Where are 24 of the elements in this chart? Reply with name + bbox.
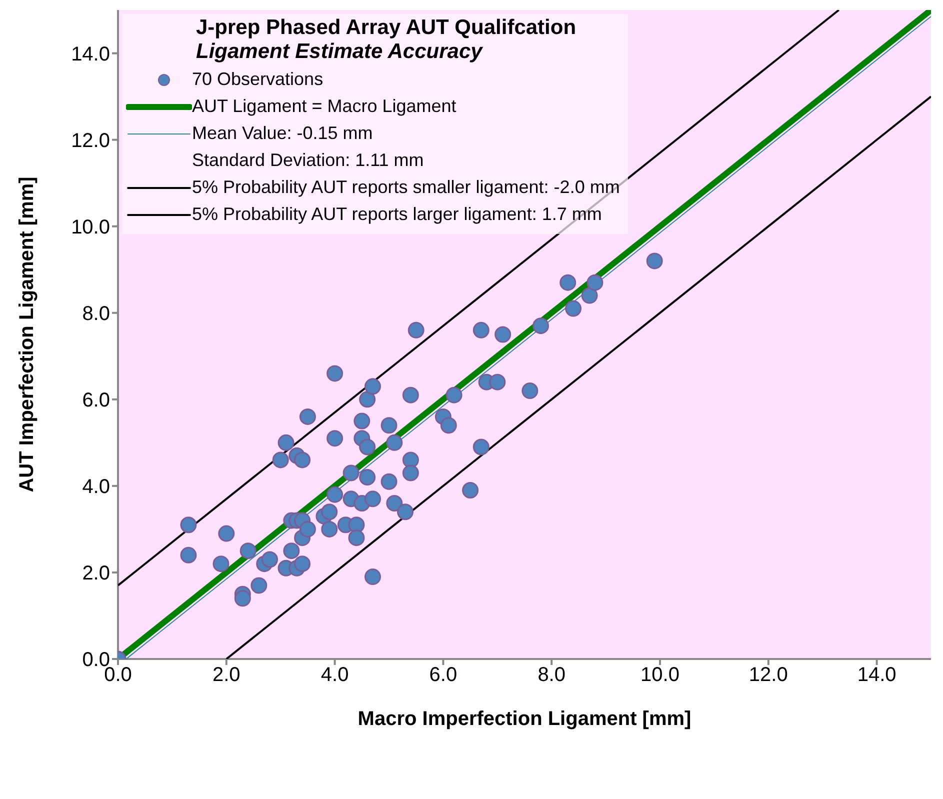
x-tick-label: 6.0 xyxy=(429,664,458,686)
y-tick-label: 6.0 xyxy=(82,390,110,412)
x-tick-label: 14.0 xyxy=(857,664,896,686)
y-tick-label: 12.0 xyxy=(71,130,110,152)
y-tick-label: 8.0 xyxy=(82,302,110,325)
legend-label: 5% Probability AUT reports smaller ligament: -2.0 mm xyxy=(192,177,620,198)
x-tick-label: 4.0 xyxy=(320,664,349,686)
y-tick-label: 2.0 xyxy=(82,562,110,585)
text: Ligament Estimate Accuracy xyxy=(196,40,484,64)
chart-title: J-prep Phased Array AUT Qualifcation xyxy=(196,16,578,40)
legend-label: Mean Value: -0.15 mm xyxy=(192,123,373,144)
y-axis-title: AUT Imperfection Ligament [mm] xyxy=(16,176,38,492)
y-tick-label: 4.0 xyxy=(82,476,110,498)
legend-label: 5% Probability AUT reports larger ligament: 1.7 mm xyxy=(192,204,602,225)
legend-label: AUT Ligament = Macro Ligament xyxy=(192,96,456,117)
x-tick-label: 12.0 xyxy=(748,664,788,686)
annotation: Standard Deviation: 1.11 mm xyxy=(192,150,424,171)
x-tick-label: 10.0 xyxy=(640,664,680,686)
x-tick-label: 8.0 xyxy=(538,664,566,686)
x-axis-title: Macro Imperfection Ligament [mm] xyxy=(358,708,692,730)
x-tick-label: 2.0 xyxy=(212,664,240,686)
y-tick-label: 10.0 xyxy=(71,216,110,238)
legend-label: 70 Observations xyxy=(192,69,324,90)
y-tick-label: 14.0 xyxy=(71,43,110,66)
